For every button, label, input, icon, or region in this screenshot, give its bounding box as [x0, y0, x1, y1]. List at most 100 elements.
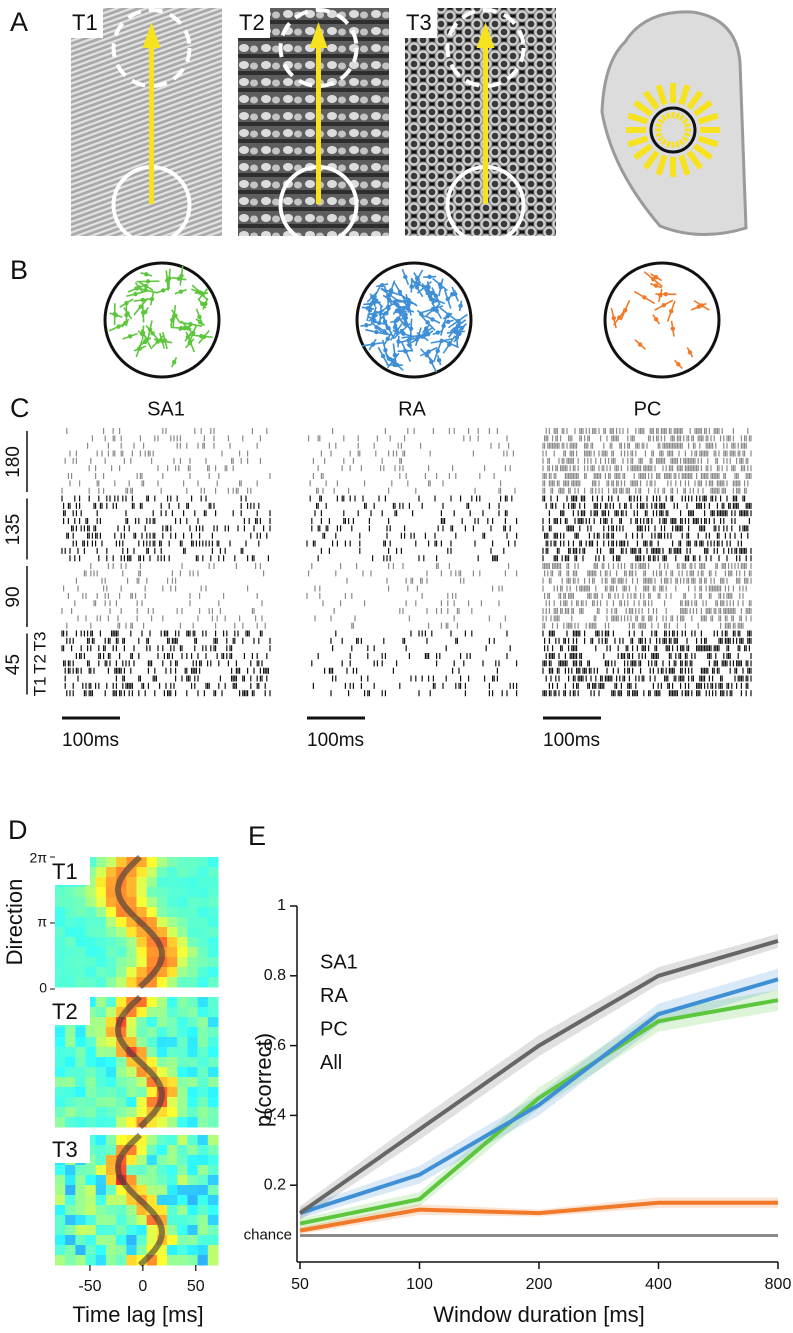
texture-image: T1	[71, 8, 222, 236]
heatmap-cell	[95, 1195, 107, 1206]
heatmap-cell	[177, 1255, 188, 1266]
heatmap-cell	[207, 1117, 219, 1128]
heatmap-cell	[167, 1235, 178, 1246]
heatmap-cell	[75, 1047, 87, 1058]
heatmap-cell	[177, 927, 188, 938]
heatmap-cell	[207, 937, 219, 948]
heatmap-cell	[146, 1155, 158, 1166]
afferent	[401, 305, 406, 311]
spike-train	[72, 540, 260, 547]
spike-train	[88, 465, 234, 472]
heatmap-cell	[197, 1185, 209, 1196]
heatmap-cell	[167, 1097, 178, 1108]
afferent	[446, 319, 451, 325]
afferent-class: SA1	[147, 398, 185, 420]
scan-ray	[681, 118, 689, 125]
heatmap-cell	[126, 1255, 137, 1266]
heatmap-cell	[146, 1215, 158, 1226]
heatmap-cell	[75, 947, 87, 958]
heatmap-cell	[187, 857, 199, 868]
heatmap-cell	[105, 1047, 117, 1058]
panel-label: D	[8, 815, 28, 845]
heatmap-cell	[95, 1255, 107, 1266]
heatmap-cell	[167, 1007, 178, 1018]
heatmap-cell	[167, 967, 178, 978]
afferent-population	[603, 261, 721, 379]
heatmap-cell	[116, 1165, 127, 1176]
texture-row-label: T2	[30, 654, 49, 674]
heatmap-cell	[156, 917, 168, 928]
heatmap-cell	[146, 937, 158, 948]
heatmap-cell	[126, 1215, 137, 1226]
afferent	[392, 352, 398, 358]
heatmap-cell	[65, 1185, 76, 1196]
heatmap-cell	[177, 867, 188, 878]
afferent	[127, 334, 133, 339]
heatmap-cell	[207, 1087, 219, 1098]
heatmap-cell	[197, 1155, 209, 1166]
heatmap-cell	[126, 1027, 137, 1038]
scan-ray	[683, 123, 691, 128]
scale-bar-label: 100ms	[62, 730, 119, 751]
heatmap-cell	[197, 1077, 209, 1088]
heatmap-cell	[207, 1135, 219, 1146]
heatmap-cell	[177, 857, 188, 868]
heatmap-cell	[156, 877, 168, 888]
heatmap-cell	[156, 907, 168, 918]
heatmap-cell	[197, 967, 209, 978]
heatmap-cell	[75, 1175, 87, 1186]
heatmap-cell	[105, 1027, 117, 1038]
heatmap-cell	[105, 1185, 117, 1196]
heatmap-cell	[187, 1175, 199, 1186]
texture-image: T2	[238, 8, 389, 236]
heatmap-cell	[187, 1107, 199, 1118]
heatmap-cell	[116, 887, 127, 898]
spike-train	[324, 667, 498, 674]
heatmap-cell	[65, 1175, 76, 1186]
heatmap-cell	[75, 1107, 87, 1118]
heatmap-cell	[95, 1225, 107, 1236]
heatmap-cell	[85, 1087, 97, 1098]
heatmap-cell	[146, 1135, 158, 1146]
heatmap-cell	[105, 997, 117, 1008]
heatmap-cell	[177, 1235, 188, 1246]
heatmap-cell	[116, 1185, 127, 1196]
afferent	[149, 296, 155, 302]
heatmap-cell	[197, 1087, 209, 1098]
heatmap-cell	[187, 1165, 199, 1176]
y-axis-label: p(correct)	[251, 1033, 276, 1127]
texture-image: T3	[405, 8, 556, 236]
heatmap-cell	[156, 1117, 168, 1128]
afferent	[188, 339, 193, 345]
afferent	[145, 279, 151, 284]
heatmap-cell	[65, 947, 76, 958]
heatmap-cell	[85, 877, 97, 888]
heatmap-cell	[156, 1215, 168, 1226]
heatmap-cell	[116, 857, 127, 868]
heatmap-cell	[85, 1047, 97, 1058]
heatmap-cell	[55, 1037, 66, 1048]
heatmap-cell	[167, 1215, 178, 1226]
heatmap-cell	[187, 897, 199, 908]
heatmap-cell	[167, 947, 178, 958]
afferent	[424, 353, 429, 358]
afferent	[457, 331, 462, 336]
afferent	[203, 301, 208, 307]
heatmap-cell	[136, 1135, 148, 1146]
heatmap-cell	[187, 1255, 199, 1266]
scan-ray	[666, 140, 671, 148]
afferent	[377, 320, 382, 326]
heatmap-cell	[126, 1145, 137, 1156]
scan-ray	[642, 90, 660, 110]
afferent	[420, 334, 425, 339]
heatmap-cell	[85, 957, 97, 968]
spike-train	[63, 518, 271, 524]
heatmap-cell	[187, 1195, 199, 1206]
heatmap-cell	[156, 1077, 168, 1088]
afferent	[185, 326, 191, 331]
heatmap-cell	[105, 877, 117, 888]
heatmap-cell	[126, 927, 137, 938]
afferent	[611, 315, 616, 321]
heatmap-cell	[187, 1245, 199, 1256]
afferent	[178, 325, 184, 331]
